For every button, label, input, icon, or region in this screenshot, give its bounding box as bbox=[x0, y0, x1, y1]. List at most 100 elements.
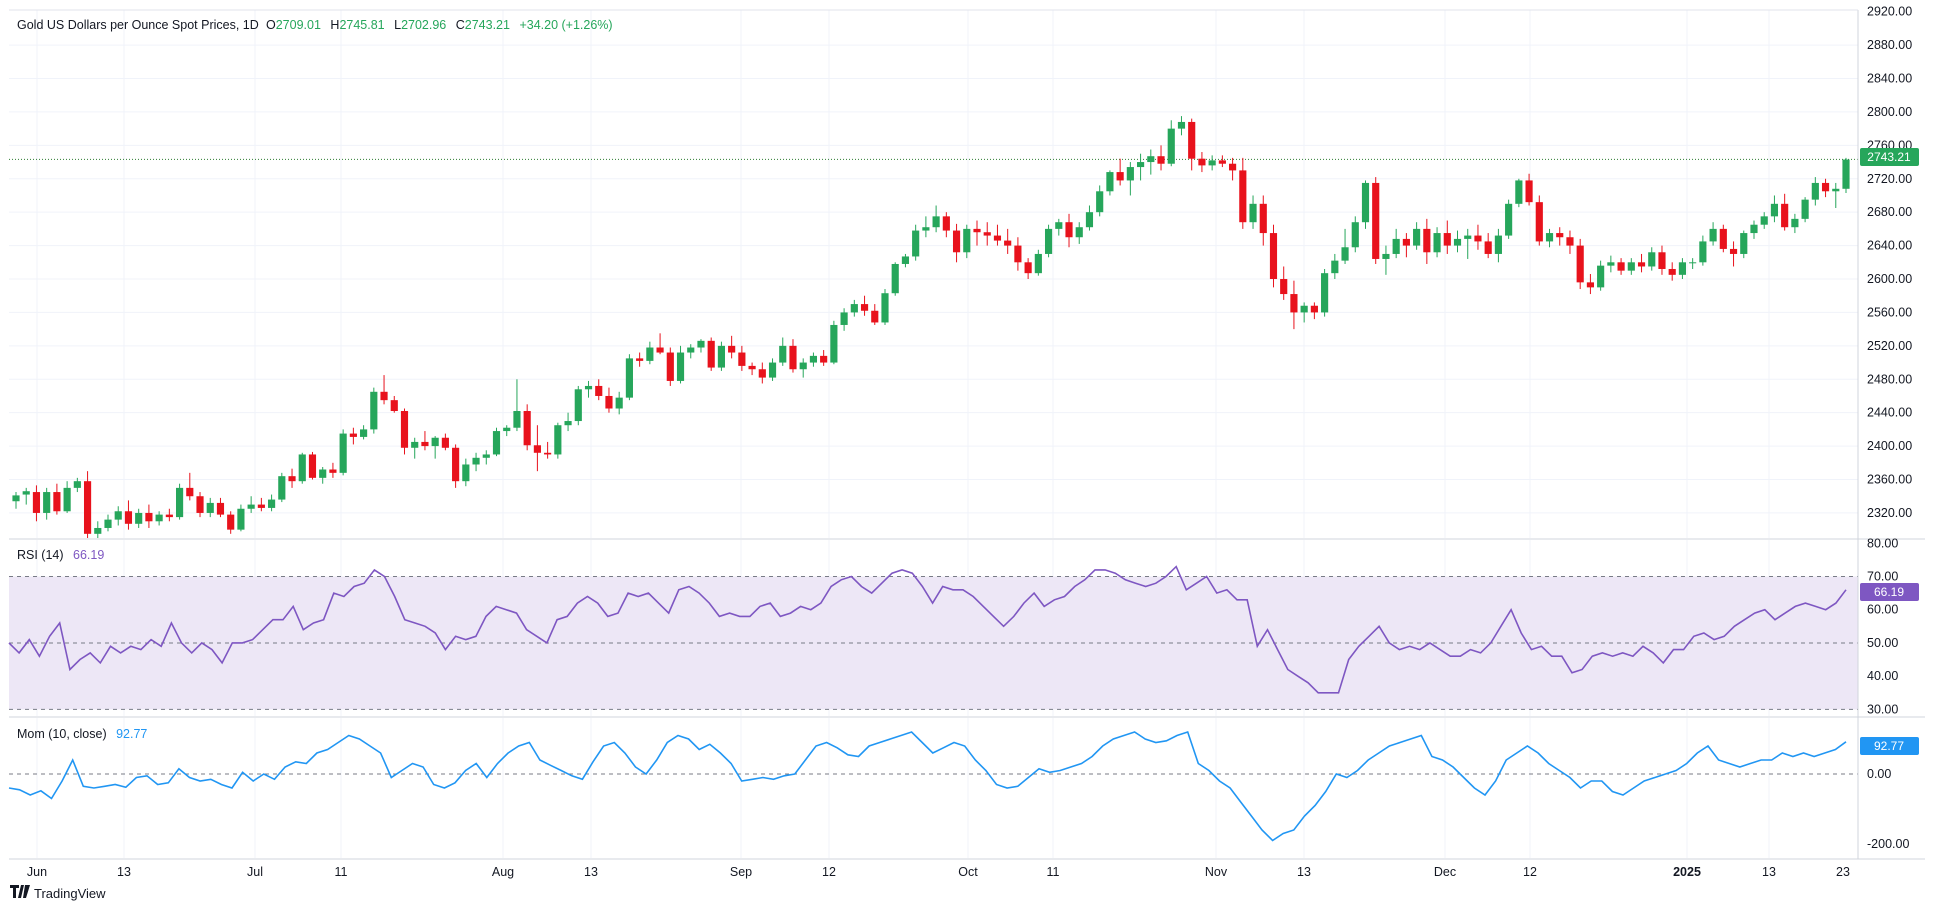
candle[interactable] bbox=[1351, 216, 1359, 253]
candle[interactable] bbox=[922, 216, 930, 238]
candle[interactable] bbox=[1842, 157, 1850, 193]
candle[interactable] bbox=[1331, 253, 1339, 280]
candle[interactable] bbox=[963, 224, 971, 259]
candle[interactable] bbox=[380, 375, 388, 405]
candle[interactable] bbox=[1382, 245, 1390, 275]
candle[interactable] bbox=[298, 452, 306, 484]
tradingview-logo[interactable]: TradingView bbox=[10, 885, 106, 901]
candle[interactable] bbox=[1402, 233, 1410, 258]
candle[interactable] bbox=[1648, 247, 1656, 271]
candle[interactable] bbox=[1167, 120, 1175, 167]
candle[interactable] bbox=[1617, 258, 1625, 275]
candle[interactable] bbox=[717, 341, 725, 371]
candle[interactable] bbox=[1085, 205, 1094, 231]
rsi-tick-label[interactable]: 30.00 bbox=[1867, 702, 1898, 716]
candle[interactable] bbox=[32, 485, 41, 522]
candle[interactable] bbox=[1586, 274, 1594, 295]
mom-series-line[interactable] bbox=[8, 730, 1847, 842]
candle[interactable] bbox=[1433, 227, 1441, 258]
x-tick-label[interactable]: 13 bbox=[584, 865, 598, 879]
candle[interactable] bbox=[1392, 228, 1400, 259]
candle[interactable] bbox=[799, 358, 807, 378]
candle[interactable] bbox=[1709, 222, 1717, 246]
candle[interactable] bbox=[574, 385, 582, 426]
candle[interactable] bbox=[288, 468, 296, 488]
candle[interactable] bbox=[1484, 233, 1492, 259]
candle[interactable] bbox=[1413, 222, 1421, 250]
candle[interactable] bbox=[441, 433, 449, 451]
candle[interactable] bbox=[482, 450, 490, 465]
candle[interactable] bbox=[666, 347, 674, 386]
candle[interactable] bbox=[1372, 177, 1380, 264]
candle[interactable] bbox=[53, 483, 61, 515]
candle[interactable] bbox=[94, 521, 102, 538]
candle[interactable] bbox=[1249, 195, 1257, 229]
candles[interactable] bbox=[12, 116, 1850, 538]
mom-legend[interactable]: Mom (10, close) 92.77 bbox=[17, 727, 147, 741]
x-tick-label[interactable]: Nov bbox=[1205, 865, 1228, 879]
candle[interactable] bbox=[1024, 258, 1032, 280]
price-tick-label[interactable]: 2440.00 bbox=[1867, 406, 1912, 420]
candle[interactable] bbox=[12, 492, 20, 509]
momentum-line[interactable] bbox=[8, 730, 1847, 842]
x-tick-label[interactable]: 11 bbox=[1047, 865, 1060, 879]
candle[interactable] bbox=[728, 335, 736, 359]
candle[interactable] bbox=[360, 425, 368, 440]
candle[interactable] bbox=[1321, 268, 1329, 317]
candle[interactable] bbox=[1832, 182, 1840, 208]
price-tick-label[interactable]: 2720.00 bbox=[1867, 172, 1912, 186]
candle[interactable] bbox=[1781, 193, 1789, 231]
x-tick-label[interactable]: Sep bbox=[730, 865, 752, 879]
candle[interactable] bbox=[1177, 116, 1186, 136]
candle[interactable] bbox=[1300, 302, 1308, 323]
candle[interactable] bbox=[707, 337, 715, 371]
candle[interactable] bbox=[1341, 228, 1349, 264]
rsi-tick-label[interactable]: 60.00 bbox=[1867, 603, 1898, 617]
candle[interactable] bbox=[1791, 213, 1799, 234]
candle[interactable] bbox=[452, 444, 460, 488]
x-tick-label[interactable]: Dec bbox=[1434, 865, 1456, 879]
candle[interactable] bbox=[625, 354, 633, 401]
x-tick-label[interactable]: Jun bbox=[27, 865, 47, 879]
candle[interactable] bbox=[1423, 218, 1431, 264]
candle[interactable] bbox=[1280, 266, 1288, 300]
candle[interactable] bbox=[1453, 230, 1462, 253]
candle[interactable] bbox=[595, 379, 603, 401]
candle[interactable] bbox=[1004, 228, 1012, 254]
candle[interactable] bbox=[1637, 253, 1646, 273]
candle[interactable] bbox=[1729, 241, 1738, 267]
candle[interactable] bbox=[165, 508, 173, 522]
candle[interactable] bbox=[1229, 157, 1237, 181]
price-tick-label[interactable]: 2480.00 bbox=[1867, 372, 1912, 386]
candle[interactable] bbox=[615, 391, 623, 415]
candle[interactable] bbox=[1689, 258, 1697, 269]
candle[interactable] bbox=[268, 494, 276, 512]
candle[interactable] bbox=[349, 427, 357, 445]
candle[interactable] bbox=[1126, 162, 1134, 196]
candle[interactable] bbox=[544, 441, 552, 459]
candle[interactable] bbox=[1137, 153, 1145, 181]
candle[interactable] bbox=[1525, 173, 1533, 206]
candle[interactable] bbox=[411, 437, 419, 459]
x-tick-label[interactable]: Aug bbox=[492, 865, 514, 879]
candle[interactable] bbox=[533, 425, 541, 472]
candle[interactable] bbox=[891, 262, 899, 296]
candle[interactable] bbox=[1075, 222, 1083, 244]
x-tick-label[interactable]: Jul bbox=[247, 865, 263, 879]
x-tick-label[interactable]: 13 bbox=[1297, 865, 1311, 879]
x-tick-label[interactable]: 13 bbox=[117, 865, 131, 879]
candle[interactable] bbox=[1811, 177, 1819, 206]
candle[interactable] bbox=[1106, 170, 1114, 196]
candle[interactable] bbox=[1474, 224, 1482, 250]
candle[interactable] bbox=[247, 496, 255, 513]
candle[interactable] bbox=[605, 387, 613, 413]
candle[interactable] bbox=[237, 504, 245, 532]
candle[interactable] bbox=[22, 487, 30, 505]
candle[interactable] bbox=[278, 472, 286, 503]
mom-tick-label[interactable]: -200.00 bbox=[1867, 837, 1909, 851]
candle[interactable] bbox=[758, 362, 766, 384]
candle[interactable] bbox=[513, 379, 521, 432]
candle[interactable] bbox=[257, 497, 265, 512]
candle[interactable] bbox=[206, 497, 214, 518]
candle[interactable] bbox=[1239, 157, 1247, 229]
